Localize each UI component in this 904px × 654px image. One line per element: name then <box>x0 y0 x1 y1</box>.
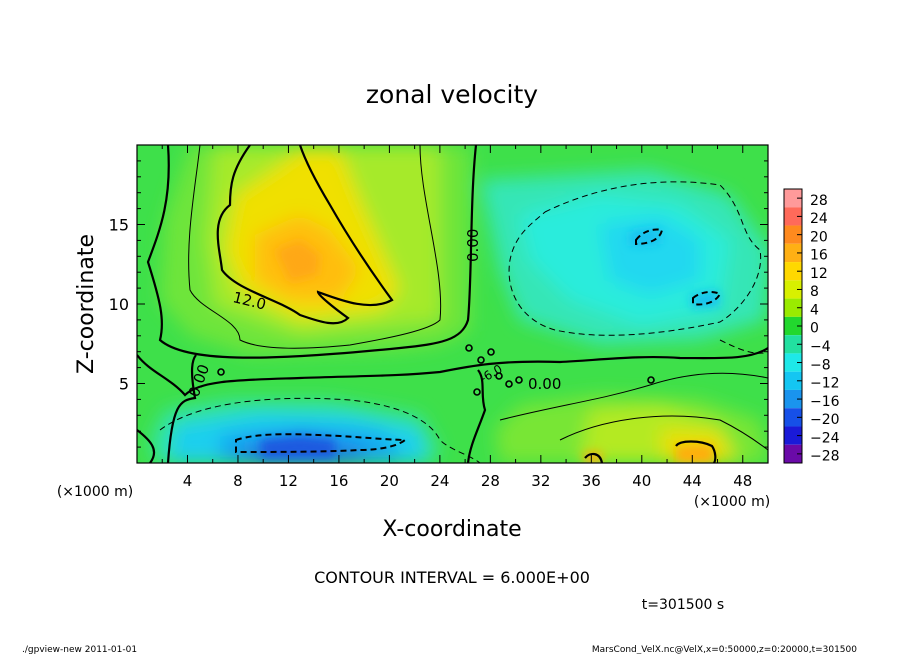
x-unit-left: (×1000 m) <box>57 484 133 500</box>
colorbar-swatch <box>784 298 802 317</box>
y-tick-label: 15 <box>109 216 129 235</box>
colorbar-swatch <box>784 353 802 372</box>
x-axis: 4 8 12 16 20 24 28 32 36 40 44 48 <box>161 145 752 490</box>
x-unit-right: (×1000 m) <box>694 494 770 510</box>
y-axis-label: Z-coordinate <box>74 234 99 374</box>
colorbar-swatch <box>784 189 802 208</box>
colorbar-label: −16 <box>810 394 840 410</box>
x-tick-label: 32 <box>531 472 550 490</box>
colorbar-label: −28 <box>810 449 840 465</box>
colorbar-swatch <box>784 207 802 226</box>
y-tick-label: 5 <box>119 375 129 394</box>
colorbar-swatch <box>784 444 802 463</box>
x-tick-label: 48 <box>733 472 752 490</box>
x-tick-label: 44 <box>683 472 702 490</box>
colorbar: 28 24 20 16 12 8 4 0 −4 −8 −12 −16 −20 −24 −28 <box>783 188 840 465</box>
colorbar-label: −4 <box>810 339 831 355</box>
colorbar-swatch <box>784 335 802 354</box>
contour-label: 0.00 <box>464 229 482 262</box>
colorbar-swatch <box>784 262 802 281</box>
x-tick-label: 20 <box>380 472 399 490</box>
colorbar-label: −20 <box>810 412 840 428</box>
x-tick-label: 28 <box>481 472 500 490</box>
contour-interval: CONTOUR INTERVAL = 6.000E+00 <box>314 568 590 587</box>
x-tick-label: 16 <box>329 472 348 490</box>
colorbar-swatch <box>784 389 802 409</box>
x-tick-label: 8 <box>233 472 243 490</box>
colorbar-label: 12 <box>810 266 828 282</box>
colorbar-swatch <box>784 280 802 299</box>
colorbar-label: −8 <box>810 357 831 373</box>
colorbar-label: 24 <box>810 211 828 227</box>
colorbar-label: 16 <box>810 248 828 264</box>
footer-left: ./gpview-new 2011-01-01 <box>22 645 137 654</box>
colorbar-label: 8 <box>810 284 819 300</box>
contour-label: 0.00 <box>528 375 561 393</box>
x-tick-label: 40 <box>632 472 651 490</box>
footer-right: MarsCond_VelX.nc@VelX,x=0:50000,z=0:2000… <box>592 645 857 654</box>
shaded-field: 12.0 0.00 0.00 0.00 -6.0 <box>137 145 768 463</box>
chart-title: zonal velocity <box>366 80 538 109</box>
colorbar-swatch <box>784 371 802 390</box>
colorbar-label: 28 <box>810 193 828 209</box>
colorbar-label: 20 <box>810 229 828 245</box>
colorbar-swatch <box>784 243 802 263</box>
x-tick-label: 12 <box>279 472 298 490</box>
colorbar-label: 4 <box>810 302 819 318</box>
x-axis-label: X-coordinate <box>382 517 521 542</box>
colorbar-swatch <box>784 408 802 427</box>
x-tick-label: 24 <box>430 472 449 490</box>
time-label: t=301500 s <box>642 597 724 613</box>
colorbar-label: 0 <box>810 321 819 337</box>
colorbar-label: −24 <box>810 430 840 446</box>
colorbar-label: −12 <box>810 376 840 392</box>
y-tick-label: 10 <box>109 295 129 314</box>
colorbar-swatch <box>784 225 802 244</box>
x-tick-label: 36 <box>582 472 601 490</box>
x-tick-label: 4 <box>183 472 193 490</box>
colorbar-swatch <box>784 316 802 336</box>
y-axis: 5 10 15 <box>109 160 768 448</box>
colorbar-swatch <box>784 426 802 445</box>
